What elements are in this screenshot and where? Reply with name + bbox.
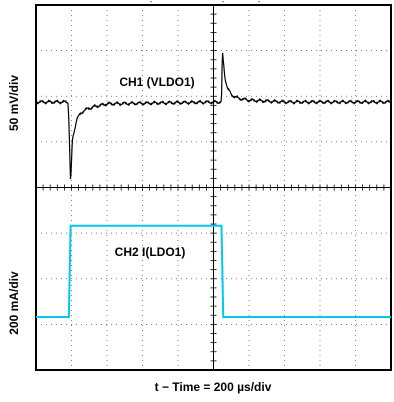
ch1-y-axis-label: 50 mV/div: [7, 75, 21, 131]
top-tick-mark: -: [222, 0, 225, 6]
ch2-trace-label: CH2 I(LDO1): [115, 245, 186, 259]
ch1-trace-label: CH1 (VLDO1): [119, 75, 194, 89]
ch2-current-trace: [36, 224, 391, 318]
ch1-voltage-trace: [35, 52, 392, 180]
trace-layer: [35, 52, 392, 318]
center-axis-ticks: [36, 5, 391, 370]
top-tick-mark: -: [258, 0, 261, 6]
ch2-y-axis-label: 200 mA/div: [7, 271, 21, 335]
top-tick-mark: -: [150, 0, 153, 6]
x-axis-label: t − Time = 200 µs/div: [155, 380, 272, 394]
